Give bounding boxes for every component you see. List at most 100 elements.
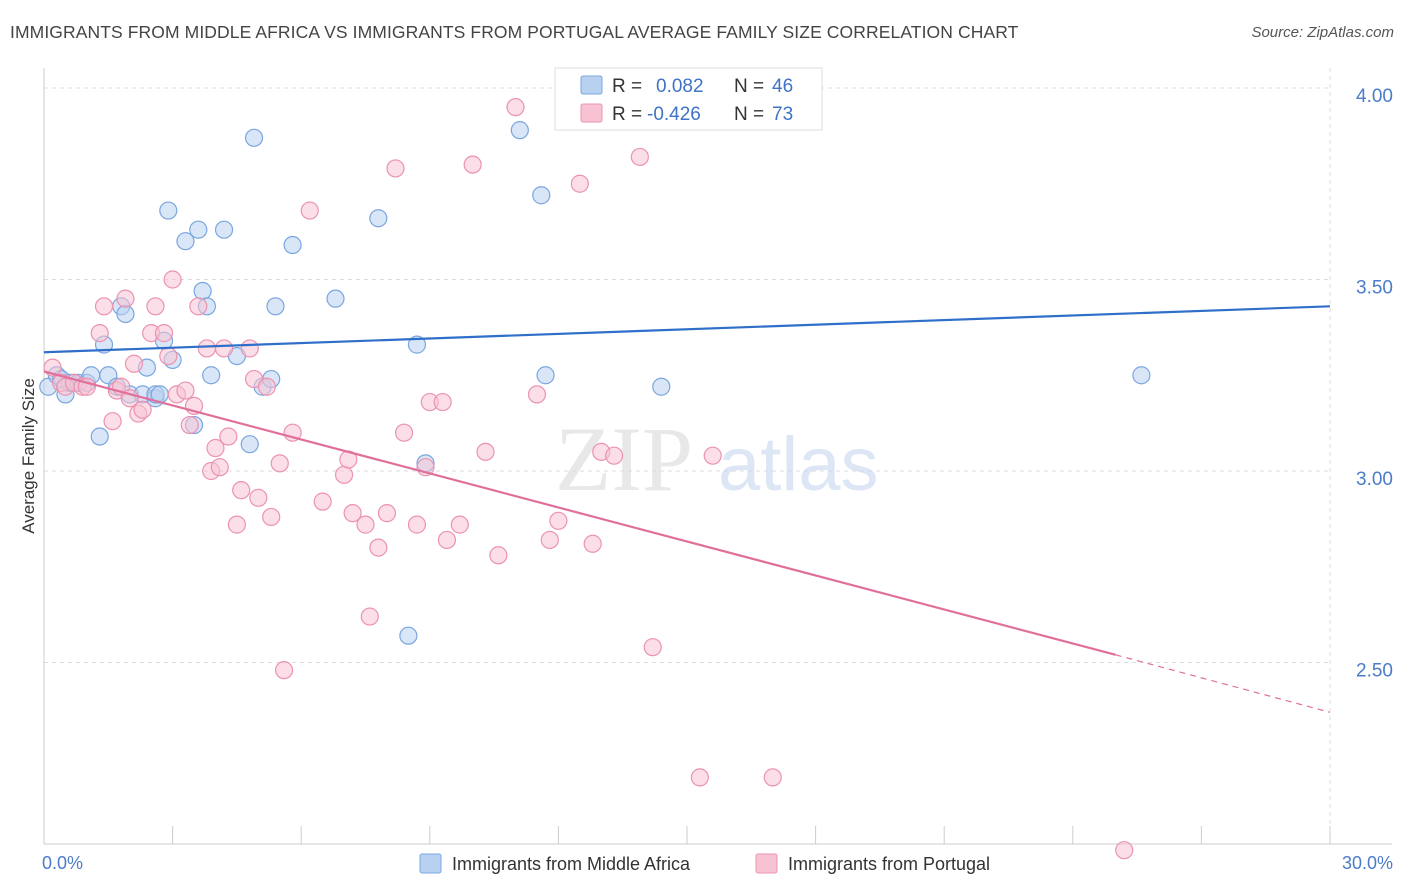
stats-swatch-pink (580, 103, 603, 123)
point-portugal-19 (159, 347, 178, 366)
point-portugal-7 (94, 297, 114, 316)
point-portugal-8 (103, 412, 122, 431)
point-portugal-60 (476, 442, 495, 461)
point-portugal-49 (369, 538, 388, 557)
stats-r-value-blue: 0.082 (656, 76, 704, 97)
point-middle-africa-43 (510, 121, 529, 140)
y-tick-label-2: 3.00 (1356, 469, 1393, 490)
point-portugal-11 (116, 289, 135, 308)
legend-label-middle-africa: Immigrants from Middle Africa (452, 854, 691, 874)
point-portugal-75 (1115, 841, 1134, 860)
stats-legend: R = 0.082 N = 46 R = -0.426 N = 73 (554, 67, 823, 131)
point-portugal-74 (763, 768, 782, 787)
point-portugal-69 (605, 446, 624, 465)
point-portugal-36 (249, 488, 268, 507)
point-portugal-15 (133, 400, 152, 419)
point-middle-africa-41 (399, 626, 418, 645)
x-tick-label-1: 30.0% (1342, 853, 1393, 873)
point-portugal-29 (210, 458, 229, 477)
point-middle-africa-24 (176, 232, 195, 251)
point-middle-africa-38 (326, 289, 345, 308)
point-portugal-37 (257, 377, 277, 396)
point-middle-africa-12 (90, 427, 109, 446)
stats-r-label-blue: R = (612, 76, 642, 97)
point-portugal-20 (163, 270, 182, 289)
point-middle-africa-27 (193, 281, 212, 301)
point-portugal-67 (583, 534, 602, 553)
point-middle-africa-33 (244, 128, 264, 147)
point-middle-africa-14 (116, 304, 135, 324)
legend-swatch-middle-africa (419, 853, 442, 874)
point-portugal-42 (300, 201, 319, 220)
point-portugal-52 (394, 423, 414, 442)
point-portugal-26 (197, 339, 216, 358)
stats-r-label-pink: R = (612, 104, 642, 125)
trend-line-portugal (43, 370, 1116, 656)
point-portugal-28 (206, 438, 225, 458)
point-portugal-71 (643, 638, 662, 657)
y-tick-label-0: 4.00 (1356, 86, 1393, 107)
point-middle-africa-39 (369, 209, 388, 228)
y-tick-label-3: 2.50 (1356, 661, 1393, 682)
point-portugal-33 (232, 481, 251, 500)
point-portugal-51 (386, 159, 405, 178)
point-middle-africa-45 (536, 366, 555, 385)
stats-n-value-blue: 46 (772, 76, 793, 97)
point-middle-africa-22 (159, 201, 178, 220)
axes: 4.00 3.50 3.00 2.50 0.0% 30.0% (42, 68, 1393, 873)
point-portugal-48 (360, 607, 379, 626)
point-portugal-47 (356, 515, 375, 534)
point-portugal-17 (146, 297, 165, 316)
watermark: ZIP atlas (555, 408, 879, 510)
stats-n-label-pink: N = (734, 104, 764, 125)
point-middle-africa-40 (407, 335, 427, 354)
point-portugal-50 (377, 504, 397, 523)
point-portugal-66 (570, 174, 589, 193)
point-middle-africa-30 (214, 220, 234, 239)
point-portugal-65 (549, 511, 568, 530)
point-portugal-32 (227, 515, 246, 534)
point-portugal-59 (463, 155, 482, 174)
legend-label-portugal: Immigrants from Portugal (788, 854, 990, 874)
point-portugal-58 (450, 515, 469, 534)
series-legend: Immigrants from Middle Africa Immigrants… (419, 853, 990, 874)
point-middle-africa-32 (240, 435, 259, 454)
point-portugal-39 (270, 454, 289, 473)
stats-n-label-blue: N = (734, 76, 764, 97)
point-portugal-25 (189, 297, 208, 316)
point-portugal-72 (703, 446, 722, 465)
point-portugal-46 (343, 504, 362, 523)
point-middle-africa-47 (1132, 366, 1151, 385)
point-portugal-13 (124, 354, 144, 373)
point-portugal-6 (90, 324, 109, 343)
chart-source: Source: ZipAtlas.com (1251, 24, 1394, 41)
point-portugal-63 (527, 385, 547, 404)
stats-swatch-blue (580, 75, 603, 95)
chart-title: IMMIGRANTS FROM MIDDLE AFRICA VS IMMIGRA… (10, 22, 1019, 42)
point-portugal-30 (214, 339, 234, 358)
point-portugal-73 (690, 768, 709, 787)
point-portugal-34 (240, 339, 259, 358)
stats-r-value-pink: -0.426 (647, 104, 701, 125)
point-portugal-40 (274, 661, 294, 680)
point-middle-africa-29 (202, 366, 221, 385)
trend-lines (43, 305, 1331, 713)
point-portugal-64 (540, 530, 559, 550)
stats-n-value-pink: 73 (772, 104, 793, 125)
watermark-zip: ZIP (555, 408, 693, 510)
point-portugal-31 (219, 427, 238, 446)
point-portugal-53 (407, 515, 427, 534)
point-portugal-61 (489, 546, 508, 565)
y-axis-label: Average Family Size (19, 378, 38, 534)
point-portugal-44 (334, 465, 354, 484)
point-middle-africa-37 (283, 235, 302, 255)
point-middle-africa-35 (266, 297, 285, 316)
point-middle-africa-44 (532, 186, 551, 205)
watermark-atlas: atlas (718, 422, 879, 507)
point-portugal-22 (176, 381, 195, 400)
point-portugal-56 (433, 392, 452, 412)
point-middle-africa-46 (652, 377, 671, 396)
point-portugal-70 (630, 147, 649, 167)
point-middle-africa-26 (189, 220, 208, 239)
